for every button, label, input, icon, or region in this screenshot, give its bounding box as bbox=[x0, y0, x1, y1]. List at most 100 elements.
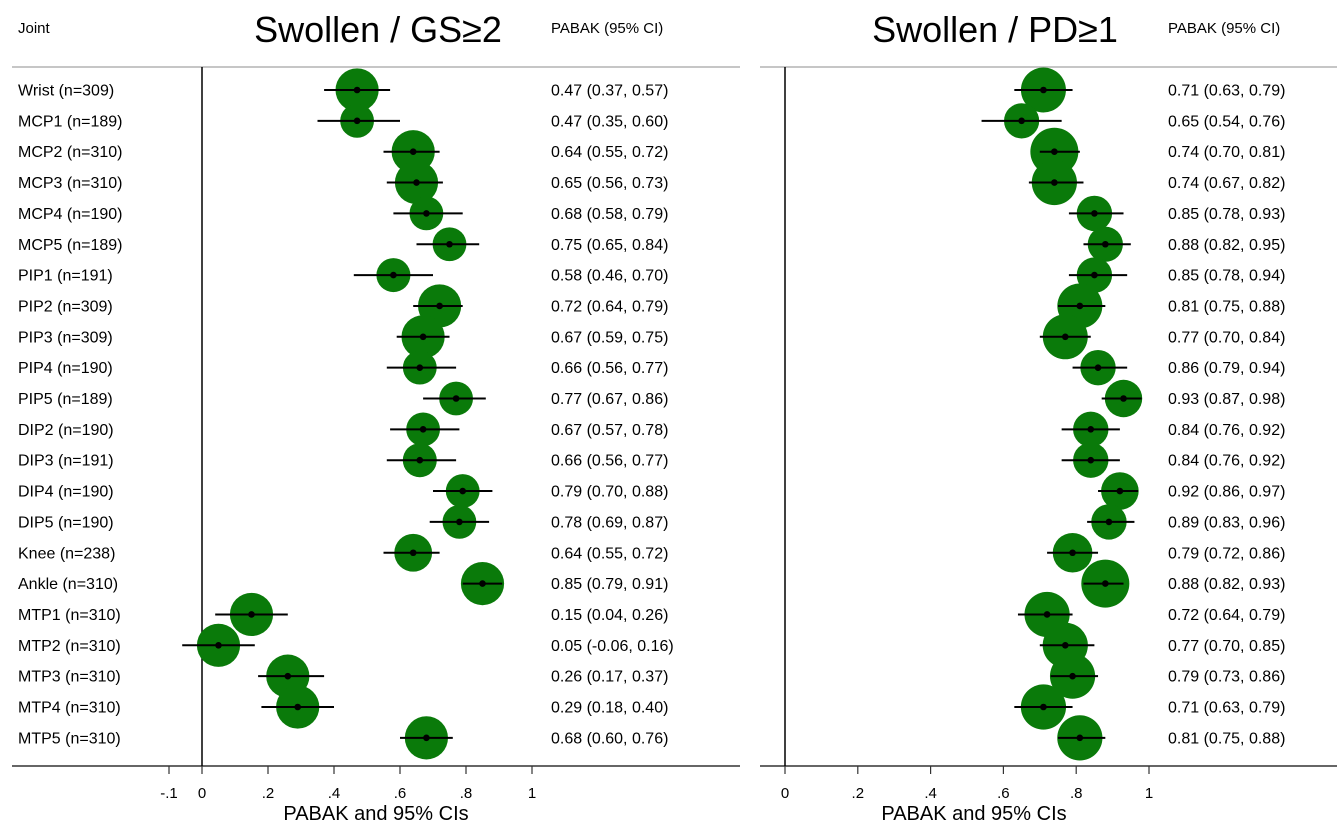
right-x-tick-label: .8 bbox=[1070, 785, 1083, 802]
right-panel-title: Swollen / PD≥1 bbox=[872, 9, 1118, 50]
right-ci-text: 0.85 (0.78, 0.94) bbox=[1168, 268, 1285, 285]
left-point-estimate bbox=[353, 86, 361, 94]
left-point-estimate bbox=[456, 518, 463, 526]
right-ci-text: 0.79 (0.73, 0.86) bbox=[1168, 669, 1285, 686]
plot-layer: -.1 0 .2 .4 .6 .8 1 Wrist (n=309) 0.47 (0.37, 0.… bbox=[12, 66, 1337, 802]
right-ci-text: 0.81 (0.75, 0.88) bbox=[1168, 298, 1285, 315]
left-point-estimate bbox=[284, 672, 292, 680]
left-point-estimate bbox=[479, 580, 486, 587]
left-ci-text: 0.67 (0.59, 0.75) bbox=[551, 329, 668, 346]
right-point-estimate bbox=[1069, 549, 1076, 557]
right-ci-text: 0.84 (0.76, 0.92) bbox=[1168, 453, 1285, 470]
left-row-label: MTP5 (n=310) bbox=[18, 730, 121, 747]
right-ci-text: 0.77 (0.70, 0.84) bbox=[1168, 329, 1285, 346]
right-ci-text: 0.93 (0.87, 0.98) bbox=[1168, 391, 1285, 408]
left-ci-column-header: PABAK (95% CI) bbox=[551, 20, 663, 37]
left-ci-text: 0.64 (0.55, 0.72) bbox=[551, 545, 668, 562]
right-ci-text: 0.85 (0.78, 0.93) bbox=[1168, 206, 1285, 223]
right-point-estimate bbox=[1076, 734, 1084, 742]
left-row-label: PIP5 (n=189) bbox=[18, 391, 113, 408]
left-row-label: PIP1 (n=191) bbox=[18, 268, 113, 285]
right-ci-text: 0.71 (0.63, 0.79) bbox=[1168, 700, 1285, 717]
right-x-tick-label: .4 bbox=[924, 785, 937, 802]
right-point-estimate bbox=[1040, 703, 1047, 711]
left-row-label: MTP4 (n=310) bbox=[18, 700, 121, 717]
left-x-tick-label: 0 bbox=[198, 785, 206, 802]
right-ci-text: 0.88 (0.82, 0.95) bbox=[1168, 237, 1285, 254]
left-ci-text: 0.78 (0.69, 0.87) bbox=[551, 514, 668, 531]
right-ci-text: 0.92 (0.86, 0.97) bbox=[1168, 484, 1285, 501]
left-row-label: MTP1 (n=310) bbox=[18, 607, 121, 624]
right-point-estimate bbox=[1116, 487, 1124, 495]
right-ci-text: 0.79 (0.72, 0.86) bbox=[1168, 545, 1285, 562]
left-row-label: DIP3 (n=191) bbox=[18, 453, 114, 470]
left-ci-text: 0.26 (0.17, 0.37) bbox=[551, 669, 668, 686]
left-ci-text: 0.66 (0.56, 0.77) bbox=[551, 360, 668, 377]
right-ci-text: 0.84 (0.76, 0.92) bbox=[1168, 422, 1285, 439]
left-x-tick-label: -.1 bbox=[160, 785, 178, 802]
left-ci-text: 0.58 (0.46, 0.70) bbox=[551, 268, 668, 285]
right-point-estimate bbox=[1061, 642, 1069, 649]
left-point-estimate bbox=[353, 117, 361, 125]
left-point-estimate bbox=[423, 210, 430, 217]
joint-column-header: Joint bbox=[18, 20, 51, 37]
right-point-estimate bbox=[1051, 179, 1058, 186]
left-row-label: Ankle (n=310) bbox=[18, 576, 118, 593]
left-x-tick-label: .2 bbox=[262, 785, 275, 802]
right-point-estimate bbox=[1040, 86, 1047, 94]
left-ci-text: 0.67 (0.57, 0.78) bbox=[551, 422, 668, 439]
right-x-tick-label: 1 bbox=[1145, 785, 1153, 802]
left-ci-text: 0.65 (0.56, 0.73) bbox=[551, 175, 668, 192]
right-ci-text: 0.71 (0.63, 0.79) bbox=[1168, 83, 1285, 100]
right-point-estimate bbox=[1061, 333, 1069, 341]
left-point-estimate bbox=[452, 395, 460, 402]
left-point-estimate bbox=[248, 611, 255, 618]
left-point-estimate bbox=[416, 456, 424, 464]
left-row-label: MCP2 (n=310) bbox=[18, 144, 123, 161]
right-ci-text: 0.86 (0.79, 0.94) bbox=[1168, 360, 1285, 377]
right-ci-text: 0.89 (0.83, 0.96) bbox=[1168, 514, 1285, 531]
left-row-label: MCP4 (n=190) bbox=[18, 206, 123, 223]
left-row-label: MCP3 (n=310) bbox=[18, 175, 123, 192]
right-point-estimate bbox=[1069, 672, 1076, 680]
left-row-label: PIP3 (n=309) bbox=[18, 329, 113, 346]
left-panel-title: Swollen / GS≥2 bbox=[254, 9, 502, 50]
right-ci-text: 0.77 (0.70, 0.85) bbox=[1168, 638, 1285, 655]
right-x-tick-label: .6 bbox=[997, 785, 1010, 802]
left-point-estimate bbox=[390, 271, 397, 279]
left-point-estimate bbox=[294, 703, 302, 711]
left-point-estimate bbox=[436, 302, 443, 310]
left-ci-text: 0.68 (0.60, 0.76) bbox=[551, 730, 668, 747]
right-point-estimate bbox=[1091, 271, 1098, 279]
left-point-estimate bbox=[419, 333, 427, 341]
left-point-estimate bbox=[413, 179, 420, 186]
left-point-estimate bbox=[409, 148, 417, 155]
right-ci-column-header: PABAK (95% CI) bbox=[1168, 20, 1280, 37]
left-row-label: PIP2 (n=309) bbox=[18, 298, 113, 315]
left-point-estimate bbox=[416, 364, 424, 371]
right-point-estimate bbox=[1087, 426, 1095, 433]
left-row-label: DIP2 (n=190) bbox=[18, 422, 114, 439]
right-point-estimate bbox=[1043, 611, 1051, 618]
left-row-label: PIP4 (n=190) bbox=[18, 360, 113, 377]
left-x-axis-title: PABAK and 95% CIs bbox=[283, 803, 468, 825]
left-ci-text: 0.77 (0.67, 0.86) bbox=[551, 391, 668, 408]
right-ci-text: 0.74 (0.70, 0.81) bbox=[1168, 144, 1285, 161]
right-ci-text: 0.72 (0.64, 0.79) bbox=[1168, 607, 1285, 624]
left-x-tick-label: .4 bbox=[328, 785, 341, 802]
right-point-estimate bbox=[1094, 364, 1102, 371]
left-ci-text: 0.47 (0.35, 0.60) bbox=[551, 113, 668, 130]
left-x-tick-label: .8 bbox=[460, 785, 473, 802]
right-x-tick-label: .2 bbox=[852, 785, 865, 802]
right-point-estimate bbox=[1018, 117, 1025, 125]
right-point-estimate bbox=[1076, 302, 1084, 310]
right-point-estimate bbox=[1102, 580, 1109, 587]
right-point-estimate bbox=[1051, 148, 1058, 155]
left-ci-text: 0.29 (0.18, 0.40) bbox=[551, 700, 668, 717]
left-ci-text: 0.68 (0.58, 0.79) bbox=[551, 206, 668, 223]
right-point-estimate bbox=[1120, 395, 1127, 402]
left-ci-text: 0.66 (0.56, 0.77) bbox=[551, 453, 668, 470]
right-x-axis-title: PABAK and 95% CIs bbox=[881, 803, 1066, 825]
right-point-estimate bbox=[1087, 456, 1095, 464]
